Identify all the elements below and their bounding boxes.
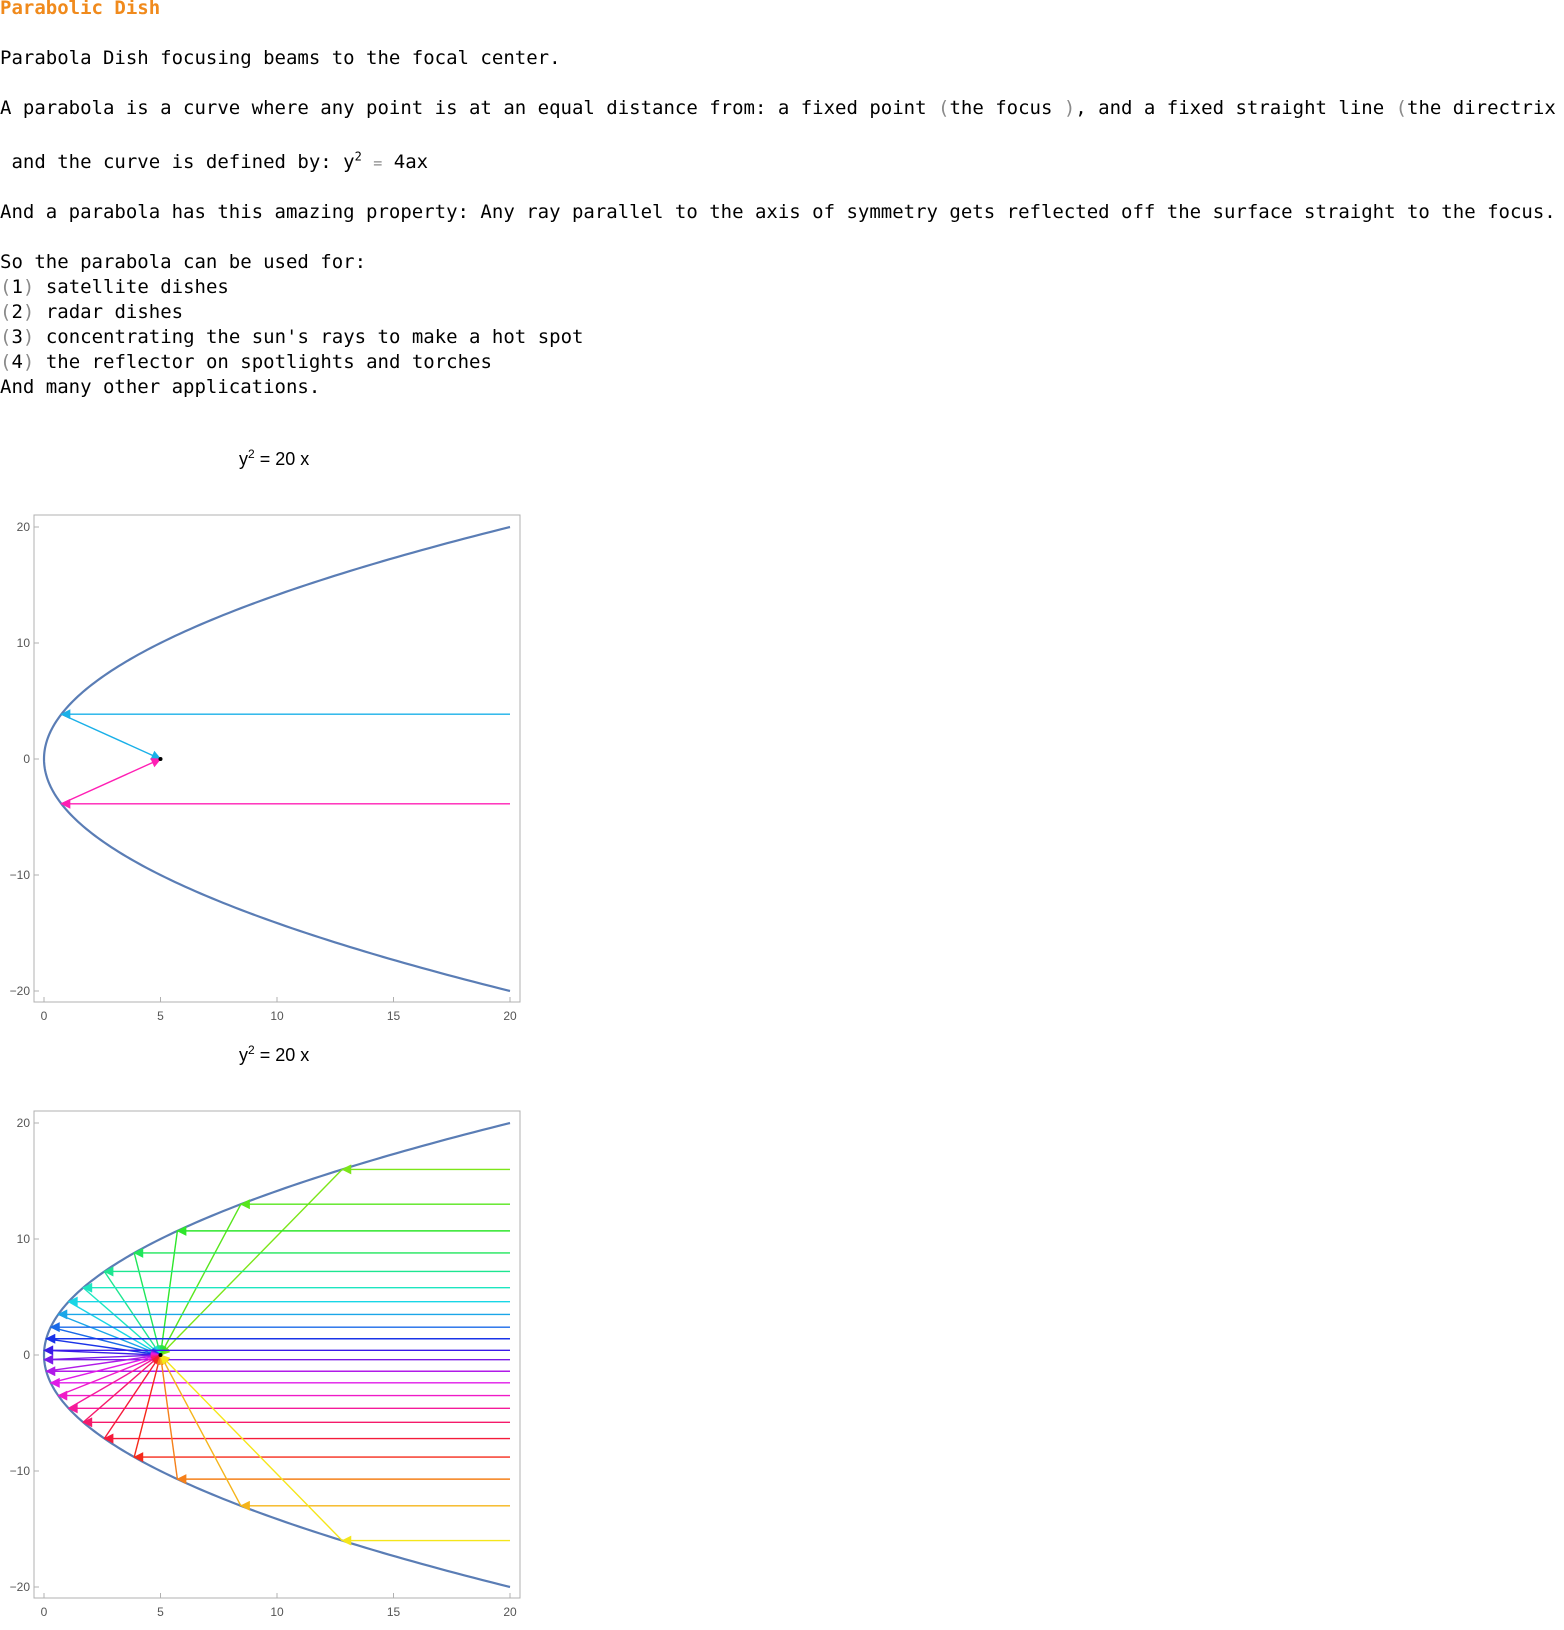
page-title: Parabolic Dish — [0, 0, 161, 19]
x-tick-label: 5 — [157, 1605, 164, 1619]
reflected-ray — [156, 1230, 179, 1356]
curve-exponent: 2 — [354, 149, 362, 164]
reflected-ray — [159, 1354, 343, 1542]
y-tick-label: 20 — [17, 520, 31, 534]
x-tick-label: 0 — [41, 1009, 48, 1023]
reflected-ray — [44, 1349, 162, 1360]
reflected-ray — [103, 1354, 162, 1439]
reflected-ray — [156, 1354, 179, 1480]
reflected-ray — [68, 1354, 162, 1409]
focus-point — [158, 757, 163, 761]
x-tick-label: 10 — [270, 1009, 284, 1023]
reflected-ray — [50, 1352, 162, 1384]
chart-title-2: y2 = 20 x — [239, 1043, 310, 1065]
parabola-curve — [42, 1121, 511, 1589]
reflected-ray — [159, 1168, 343, 1356]
reflected-ray — [46, 1338, 162, 1359]
use-number: 3 — [11, 326, 23, 348]
use-text: the reflector on spotlights and torches — [45, 351, 492, 373]
list-item: (1) satellite dishes — [0, 276, 229, 298]
y-tick-label: −20 — [10, 984, 31, 998]
reflected-ray — [133, 1354, 164, 1458]
definition-part-a: A parabola is a curve where any point is… — [0, 97, 938, 119]
use-text: radar dishes — [45, 301, 184, 323]
property-text: And a parabola has this amazing property… — [0, 201, 1556, 223]
curve-equals: = — [373, 154, 383, 172]
reflected-ray — [82, 1287, 162, 1356]
x-tick-label: 5 — [157, 1009, 164, 1023]
reflected-ray — [46, 1351, 162, 1372]
parabola-curve — [42, 525, 511, 993]
list-item: (4) the reflector on spotlights and torc… — [0, 351, 492, 373]
reflected-ray — [68, 1301, 162, 1356]
reflected-ray — [44, 1350, 162, 1361]
y-tick-label: 10 — [17, 1232, 31, 1246]
reflected-ray — [58, 1313, 162, 1357]
directrix-term: the directrix — [1407, 97, 1564, 119]
closing-text: And many other applications. — [0, 376, 321, 398]
curve-rhs: 4ax — [393, 151, 429, 173]
y-tick-label: −20 — [10, 1580, 31, 1594]
list-item: (2) radar dishes — [0, 301, 184, 323]
use-text: concentrating the sun's rays to make a h… — [45, 326, 584, 348]
x-tick-label: 10 — [270, 1605, 284, 1619]
x-tick-label: 20 — [503, 1605, 517, 1619]
y-tick-label: 10 — [17, 636, 31, 650]
curve-definition: and the curve is defined by: y2 = 4ax — [0, 151, 428, 173]
focus-term: the focus — [949, 97, 1064, 119]
y-tick-label: −10 — [10, 1464, 31, 1478]
x-tick-label: 0 — [41, 1605, 48, 1619]
reflected-ray — [159, 1354, 242, 1507]
parabola-chart-1: 0 5 10 15 20 −20 −10 0 10 20 — [10, 514, 521, 1023]
plot-frame — [33, 1110, 521, 1599]
reflected-ray — [61, 713, 162, 760]
reflected-ray — [82, 1354, 162, 1423]
y-tick-label: 0 — [23, 1348, 30, 1362]
reflected-ray — [61, 758, 162, 805]
paren-open-2: ( — [1395, 97, 1408, 119]
use-number: 1 — [11, 276, 23, 298]
reflected-ray — [58, 1353, 162, 1397]
focus-point — [158, 1353, 163, 1357]
use-text: satellite dishes — [45, 276, 229, 298]
definition-part-b: , and a fixed straight line — [1075, 97, 1396, 119]
paren-close: ) — [1063, 97, 1076, 119]
y-tick-label: 20 — [17, 1116, 31, 1130]
reflected-ray — [103, 1271, 162, 1356]
definition-text: A parabola is a curve where any point is… — [0, 97, 1564, 119]
curve-text: and the curve is defined by: y — [0, 151, 355, 173]
reflected-ray — [159, 1203, 242, 1356]
reflected-ray — [133, 1252, 164, 1356]
plot-frame — [33, 514, 521, 1003]
list-item: (3) concentrating the sun's rays to make… — [0, 326, 584, 348]
x-tick-label: 15 — [387, 1009, 401, 1023]
paren-open: ( — [938, 97, 950, 119]
y-tick-label: 0 — [23, 752, 30, 766]
uses-intro: So the parabola can be used for: — [0, 251, 367, 273]
x-tick-label: 15 — [387, 1605, 401, 1619]
parabola-chart-2: 0 5 10 15 20 −20 −10 0 10 20 — [10, 1110, 521, 1619]
chart-title-1: y2 = 20 x — [239, 447, 310, 469]
x-tick-label: 20 — [503, 1009, 517, 1023]
use-number: 4 — [11, 351, 23, 373]
intro-text: Parabola Dish focusing beams to the foca… — [0, 47, 561, 69]
y-tick-label: −10 — [10, 868, 31, 882]
use-number: 2 — [11, 301, 23, 323]
